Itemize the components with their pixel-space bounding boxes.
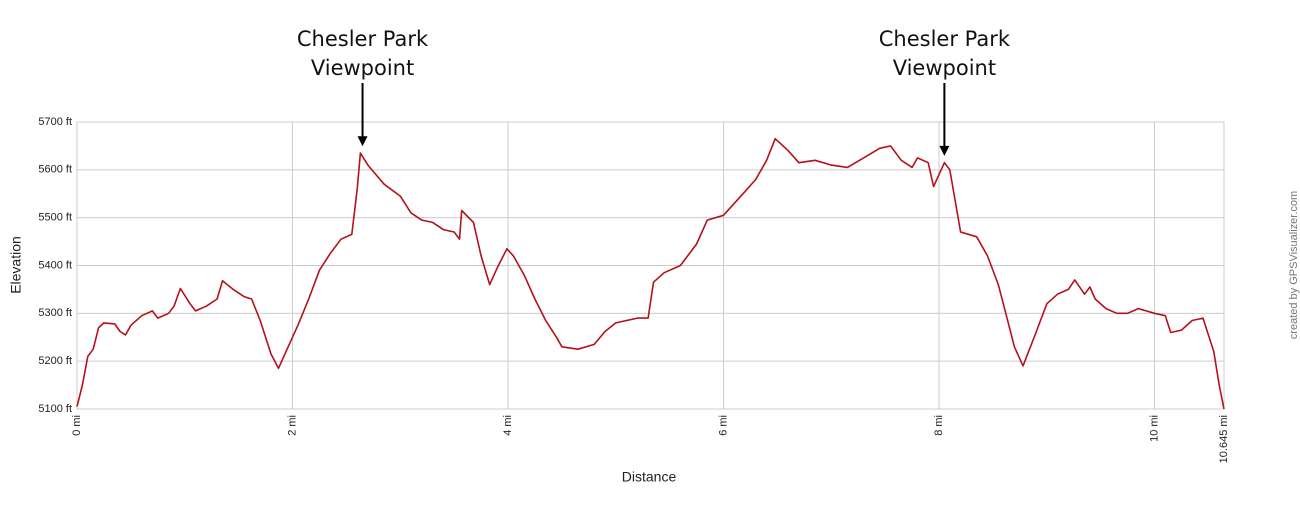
x-tick-label: 10 mi [1148, 415, 1160, 442]
y-tick-label: 5600 ft [38, 164, 72, 176]
x-tick-label: 4 mi [502, 415, 514, 436]
annotation-text: Chesler Park [879, 27, 1011, 51]
annotation-text: Viewpoint [311, 56, 414, 80]
y-axis-title: Elevation [8, 236, 24, 294]
credit: created by GPSVisualizer.com [1288, 191, 1300, 339]
x-axis-title: Distance [622, 469, 677, 485]
x-tick-label: 10.645 mi [1218, 415, 1230, 463]
annotation-text: Viewpoint [893, 56, 996, 80]
y-tick-label: 5100 ft [38, 403, 72, 415]
x-tick-label: 0 mi [71, 415, 83, 436]
y-tick-label: 5200 ft [38, 355, 72, 367]
x-tick-label: 8 mi [933, 415, 945, 436]
elevation-line [76, 137, 1225, 410]
x-tick-label: 6 mi [717, 415, 729, 436]
x-tick-label: 2 mi [286, 415, 298, 436]
annotation-text: Chesler Park [297, 27, 429, 51]
y-tick-label: 5300 ft [38, 307, 72, 319]
arrow-head [357, 136, 368, 147]
y-tick-label: 5700 ft [38, 116, 72, 128]
y-tick-label: 5500 ft [38, 212, 72, 224]
arrow-head [939, 145, 950, 156]
y-tick-label: 5400 ft [38, 259, 72, 271]
